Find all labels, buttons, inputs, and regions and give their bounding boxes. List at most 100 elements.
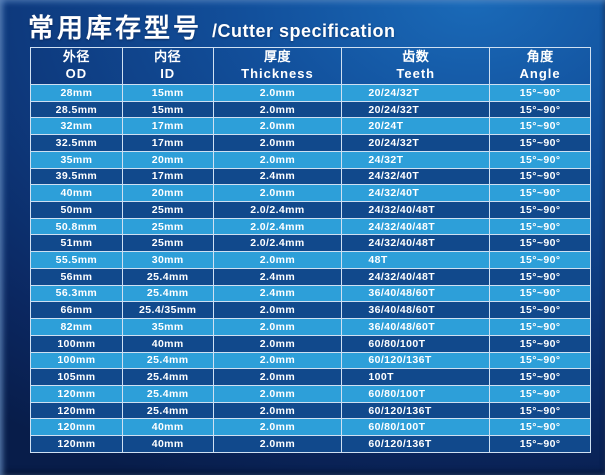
table-cell: 15°~90°	[489, 351, 591, 370]
table-cell: 39.5mm	[30, 167, 123, 186]
table-cell: 60/80/100T	[341, 418, 491, 437]
table-cell: 15°~90°	[489, 167, 591, 186]
table-body: 28mm 15mm 2.0mm 20/24/32T 15°~90° 28.5mm 15mm 2…	[30, 84, 591, 453]
table-cell: 15°~90°	[489, 418, 591, 437]
table-row: 28mm 15mm 2.0mm 20/24/32T 15°~90°	[30, 84, 591, 102]
header-teeth: 齿数 Teeth	[341, 47, 491, 85]
table-cell: 82mm	[30, 318, 123, 336]
table-row: 50mm 25mm 2.0/2.4mm 24/32/40/48T 15°~90°	[30, 201, 591, 219]
table-cell: 35mm	[121, 318, 214, 336]
table-row: 120mm 25.4mm 2.0mm 60/120/136T 15°~90°	[30, 401, 591, 420]
table-cell: 51mm	[30, 234, 123, 253]
table-cell: 17mm	[121, 117, 214, 136]
table-cell: 25.4mm	[121, 384, 214, 403]
table-row: 28.5mm 15mm 2.0mm 20/24/32T 15°~90°	[30, 100, 591, 119]
table-cell: 24/32/40/48T	[341, 234, 491, 253]
table-row: 39.5mm 17mm 2.4mm 24/32/40T 15°~90°	[30, 167, 591, 186]
header-id-en: ID	[160, 66, 176, 81]
table-cell: 15°~90°	[489, 100, 591, 119]
table-row: 66mm 25.4/35mm 2.0mm 36/40/48/60T 15°~90°	[30, 301, 591, 320]
table-cell: 2.0mm	[212, 184, 343, 203]
table-cell: 25.4/35mm	[121, 301, 214, 320]
table-cell: 20/24T	[341, 117, 491, 136]
table-cell: 15°~90°	[489, 318, 591, 336]
table-cell: 35mm	[30, 150, 123, 169]
header-od-cn: 外径	[62, 49, 90, 65]
table-cell: 2.0mm	[212, 84, 343, 102]
table-cell: 2.0/2.4mm	[212, 201, 343, 219]
table-cell: 28.5mm	[30, 100, 123, 119]
header-teeth-cn: 齿数	[402, 49, 430, 65]
header-thickness-cn: 厚度	[263, 49, 291, 65]
table-row: 82mm 35mm 2.0mm 36/40/48/60T 15°~90°	[30, 318, 591, 336]
header-thickness: 厚度 Thickness	[212, 47, 343, 85]
table-row: 105mm 25.4mm 2.0mm 100T 15°~90°	[30, 368, 591, 386]
table-cell: 60/80/100T	[341, 384, 491, 403]
header-angle: 角度 Angle	[489, 47, 591, 85]
table-header: 外径 OD 内径 ID 厚度 Thickness 齿数 Teeth 角度 A	[30, 47, 591, 85]
table-cell: 15°~90°	[489, 435, 591, 453]
table-row: 56.3mm 25.4mm 2.4mm 36/40/48/60T 15°~90°	[30, 284, 591, 303]
table-cell: 60/120/136T	[341, 401, 491, 420]
table-cell: 2.0mm	[212, 117, 343, 136]
table-cell: 15°~90°	[489, 134, 591, 152]
header-thickness-en: Thickness	[241, 66, 314, 81]
header-row: 外径 OD 内径 ID 厚度 Thickness 齿数 Teeth 角度 A	[30, 47, 591, 85]
table-cell: 25mm	[121, 234, 214, 253]
table-cell: 20mm	[121, 150, 214, 169]
table-cell: 15°~90°	[489, 301, 591, 320]
table-row: 35mm 20mm 2.0mm 24/32T 15°~90°	[30, 150, 591, 169]
table-cell: 15°~90°	[489, 217, 591, 236]
table-cell: 2.0/2.4mm	[212, 234, 343, 253]
table-cell: 15°~90°	[489, 334, 591, 353]
table-cell: 15°~90°	[489, 401, 591, 420]
table-cell: 24/32/40T	[341, 167, 491, 186]
header-od-en: OD	[65, 66, 88, 81]
table-cell: 2.4mm	[212, 267, 343, 286]
header-od: 外径 OD	[30, 47, 123, 85]
table-cell: 60/120/136T	[341, 351, 491, 370]
table-cell: 2.0mm	[212, 301, 343, 320]
table-cell: 2.0mm	[212, 368, 343, 386]
table-row: 56mm 25.4mm 2.4mm 24/32/40/48T 15°~90°	[30, 267, 591, 286]
table-cell: 60/120/136T	[341, 435, 491, 453]
table-cell: 20mm	[121, 184, 214, 203]
table-row: 50.8mm 25mm 2.0/2.4mm 24/32/40/48T 15°~90°	[30, 217, 591, 236]
table-cell: 24/32/40/48T	[341, 267, 491, 286]
table-cell: 2.0mm	[212, 318, 343, 336]
table-cell: 2.0mm	[212, 418, 343, 437]
table-row: 32mm 17mm 2.0mm 20/24T 15°~90°	[30, 117, 591, 136]
table-row: 32.5mm 17mm 2.0mm 20/24/32T 15°~90°	[30, 134, 591, 152]
table-cell: 15°~90°	[489, 368, 591, 386]
table-cell: 24/32/40/48T	[341, 217, 491, 236]
table-cell: 30mm	[121, 251, 214, 269]
table-row: 55.5mm 30mm 2.0mm 48T 15°~90°	[30, 251, 591, 269]
table-cell: 20/24/32T	[341, 100, 491, 119]
table-cell: 25.4mm	[121, 267, 214, 286]
table-cell: 48T	[341, 251, 491, 269]
table-cell: 28mm	[30, 84, 123, 102]
table-cell: 17mm	[121, 167, 214, 186]
table-cell: 25.4mm	[121, 368, 214, 386]
table-cell: 56.3mm	[30, 284, 123, 303]
table-row: 120mm 25.4mm 2.0mm 60/80/100T 15°~90°	[30, 384, 591, 403]
table-cell: 15°~90°	[489, 284, 591, 303]
table-row: 120mm 40mm 2.0mm 60/80/100T 15°~90°	[30, 418, 591, 437]
table-cell: 40mm	[121, 435, 214, 453]
table-cell: 50.8mm	[30, 217, 123, 236]
table-cell: 2.0mm	[212, 435, 343, 453]
table-cell: 25.4mm	[121, 401, 214, 420]
table-cell: 17mm	[121, 134, 214, 152]
table-cell: 2.0mm	[212, 351, 343, 370]
table-cell: 40mm	[30, 184, 123, 203]
table-cell: 24/32T	[341, 150, 491, 169]
table-row: 100mm 40mm 2.0mm 60/80/100T 15°~90°	[30, 334, 591, 353]
table-cell: 25.4mm	[121, 284, 214, 303]
table-cell: 24/32/40/48T	[341, 201, 491, 219]
table-cell: 66mm	[30, 301, 123, 320]
page-title: 常用库存型号 /Cutter specification	[28, 8, 396, 45]
table-cell: 40mm	[121, 334, 214, 353]
table-cell: 56mm	[30, 267, 123, 286]
table-cell: 2.0/2.4mm	[212, 217, 343, 236]
